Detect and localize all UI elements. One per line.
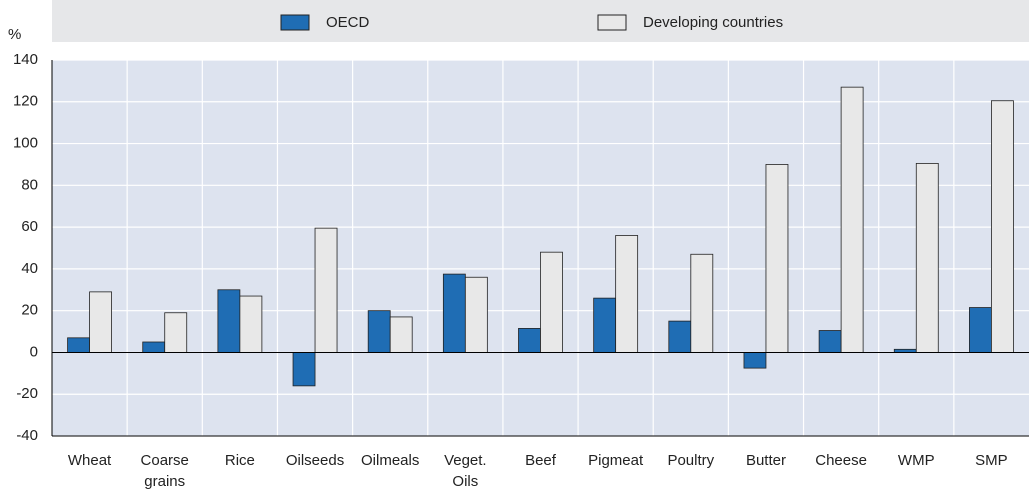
- bar: [743, 352, 767, 369]
- bar: [292, 352, 316, 387]
- x-tick-label: Butter: [745, 452, 786, 469]
- y-tick-label: -40: [16, 427, 38, 444]
- x-tick-label: Cheese: [815, 452, 867, 469]
- x-tick-label: WMP: [897, 452, 935, 469]
- bar: [765, 164, 789, 353]
- y-tick-label: 140: [13, 51, 38, 68]
- bar: [217, 289, 241, 353]
- x-tick-label: Beef: [525, 452, 556, 469]
- bar: [164, 312, 188, 353]
- x-tick-label: Rice: [224, 452, 255, 469]
- bar: [142, 341, 166, 353]
- legend-band: [52, 0, 1029, 42]
- legend-swatch: [280, 14, 310, 31]
- x-tick-label: Oilseeds: [285, 452, 345, 469]
- bar: [67, 337, 90, 353]
- bar: [915, 162, 939, 353]
- bar: [668, 320, 692, 353]
- bar: [540, 251, 563, 353]
- bar: [840, 86, 864, 353]
- y-tick-label: 20: [21, 302, 38, 319]
- x-tick-label: SMP: [975, 452, 1008, 469]
- bar: [314, 227, 338, 353]
- bar: [464, 276, 488, 353]
- y-tick-label: 60: [21, 218, 38, 235]
- bar: [615, 235, 639, 353]
- legend-label: Developing countries: [643, 14, 783, 31]
- plot-area: [52, 60, 1029, 436]
- bar: [969, 307, 992, 353]
- bar: [991, 100, 1014, 353]
- bar: [389, 316, 413, 353]
- y-tick-label: 40: [21, 260, 38, 277]
- bar: [89, 291, 112, 353]
- x-tick-label: Wheat: [67, 452, 112, 469]
- bar: [690, 253, 714, 353]
- legend-swatch: [597, 14, 627, 31]
- y-tick-label: 100: [13, 135, 38, 152]
- bar: [518, 328, 541, 353]
- x-tick-label: Coarse grains: [140, 452, 189, 490]
- y-tick-label: 0: [30, 343, 38, 360]
- y-unit-label: %: [8, 26, 21, 43]
- bar: [442, 273, 466, 353]
- y-tick-label: -20: [16, 385, 38, 402]
- bar: [367, 310, 391, 353]
- legend-label: OECD: [326, 14, 370, 31]
- x-tick-label: Veget. Oils: [444, 452, 487, 490]
- x-tick-label: Oilmeals: [361, 452, 420, 469]
- bar: [818, 330, 842, 353]
- y-tick-label: 120: [13, 93, 38, 110]
- x-tick-label: Pigmeat: [588, 452, 644, 469]
- bar: [239, 295, 263, 353]
- bar: [593, 297, 617, 353]
- x-tick-label: Poultry: [667, 452, 715, 469]
- y-tick-label: 80: [21, 176, 38, 193]
